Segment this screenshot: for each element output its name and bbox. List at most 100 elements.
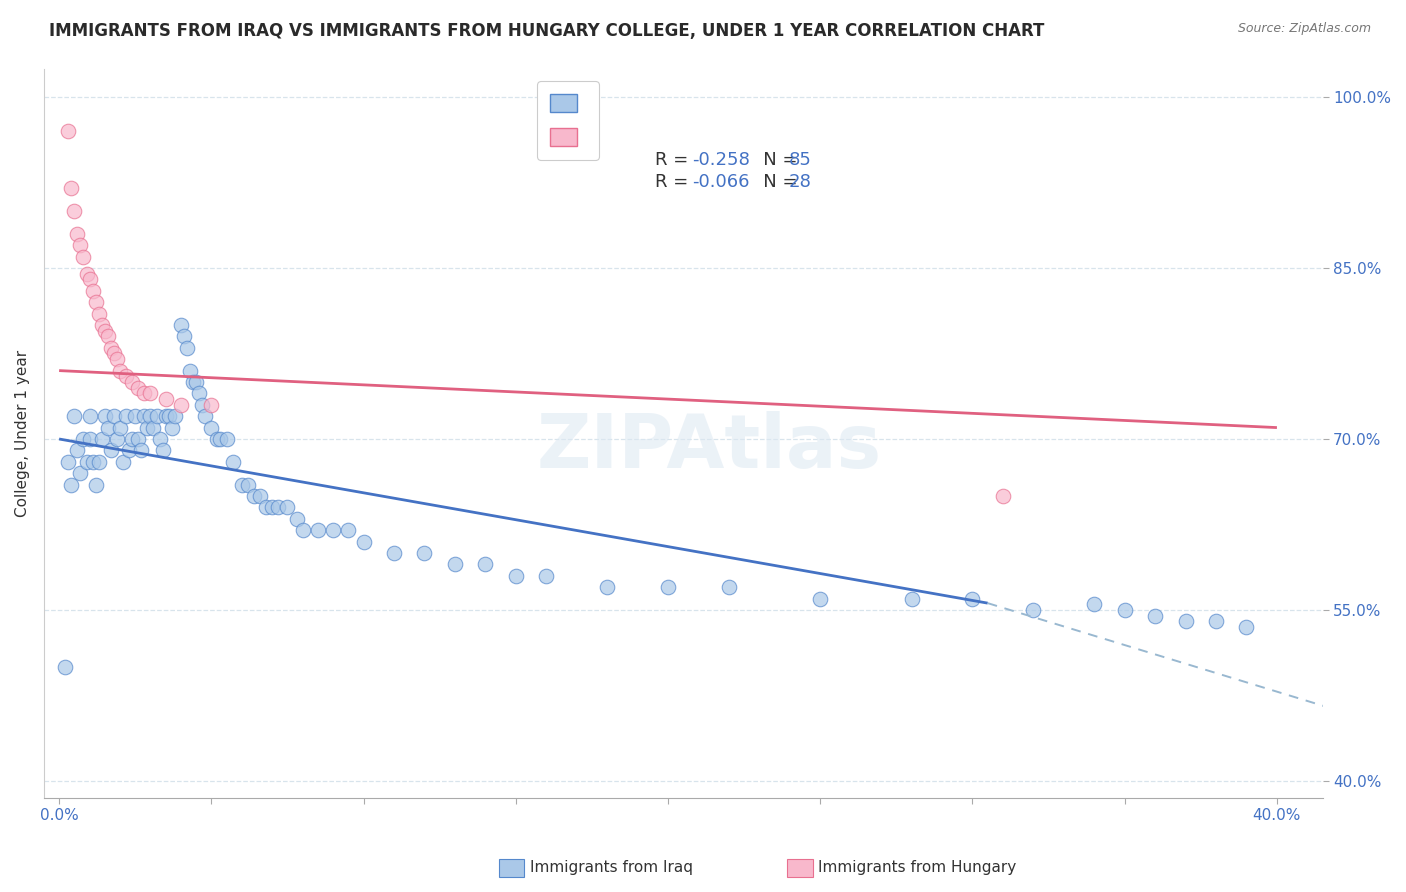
Point <box>79 409 101 424</box>
Point <box>72 250 94 264</box>
Point <box>127 432 149 446</box>
Point <box>254 500 277 515</box>
Point <box>353 534 375 549</box>
Point <box>148 432 170 446</box>
Text: R =: R = <box>655 151 695 169</box>
Point <box>808 591 831 606</box>
Point <box>536 568 558 582</box>
Point <box>94 324 117 338</box>
Point <box>236 477 259 491</box>
Point <box>1205 615 1227 629</box>
Point <box>60 181 83 195</box>
Point <box>58 124 80 138</box>
Point <box>170 318 193 332</box>
Point <box>152 443 174 458</box>
Point <box>127 381 149 395</box>
Text: -0.258: -0.258 <box>692 151 749 169</box>
Point <box>1236 620 1258 634</box>
Point <box>285 512 308 526</box>
Point <box>221 455 243 469</box>
Point <box>1144 608 1167 623</box>
Point <box>97 420 120 434</box>
Point <box>84 477 107 491</box>
Point <box>170 398 193 412</box>
Point <box>474 558 496 572</box>
Point <box>63 409 86 424</box>
Point <box>69 238 91 252</box>
Point <box>139 386 162 401</box>
Point <box>103 346 125 360</box>
Point <box>181 375 204 389</box>
Point <box>63 204 86 219</box>
Point <box>72 432 94 446</box>
Text: -0.066: -0.066 <box>692 173 749 191</box>
Point <box>596 580 619 594</box>
Point <box>90 432 112 446</box>
Point <box>79 272 101 286</box>
Point <box>200 398 222 412</box>
Point <box>84 295 107 310</box>
Point <box>1174 615 1197 629</box>
Point <box>66 443 89 458</box>
Point <box>82 455 104 469</box>
Point <box>191 398 214 412</box>
Point <box>82 284 104 298</box>
Point <box>307 523 329 537</box>
Point <box>121 375 143 389</box>
Point <box>105 352 128 367</box>
Point <box>413 546 436 560</box>
Point <box>60 477 83 491</box>
Point <box>155 409 177 424</box>
Point <box>97 329 120 343</box>
Point <box>173 329 195 343</box>
Point <box>267 500 290 515</box>
Point <box>382 546 405 560</box>
Point <box>131 443 153 458</box>
Text: 28: 28 <box>789 173 811 191</box>
Point <box>115 409 138 424</box>
Point <box>991 489 1014 503</box>
Text: Immigrants from Iraq: Immigrants from Iraq <box>530 861 693 875</box>
Point <box>231 477 253 491</box>
Point <box>1022 603 1045 617</box>
Point <box>322 523 344 537</box>
Point <box>134 386 156 401</box>
Point <box>249 489 271 503</box>
Point <box>155 392 177 406</box>
Point <box>145 409 167 424</box>
Point <box>444 558 467 572</box>
Point <box>262 500 284 515</box>
Point <box>215 432 238 446</box>
Point <box>900 591 922 606</box>
Point <box>118 443 141 458</box>
Text: R =: R = <box>655 173 695 191</box>
Point <box>87 455 110 469</box>
Point <box>157 409 180 424</box>
Point <box>188 386 211 401</box>
Point <box>87 307 110 321</box>
Point <box>1083 597 1105 611</box>
Point <box>207 432 229 446</box>
Point <box>79 432 101 446</box>
Text: Immigrants from Hungary: Immigrants from Hungary <box>818 861 1017 875</box>
Point <box>179 363 201 377</box>
Point <box>108 420 131 434</box>
Point <box>58 455 80 469</box>
Point <box>200 420 222 434</box>
Point <box>76 267 98 281</box>
Point <box>105 432 128 446</box>
Y-axis label: College, Under 1 year: College, Under 1 year <box>15 350 30 516</box>
Point <box>90 318 112 332</box>
Point <box>139 409 162 424</box>
Point <box>136 420 159 434</box>
Point <box>134 409 156 424</box>
Point <box>337 523 360 537</box>
Point <box>276 500 298 515</box>
Point <box>176 341 198 355</box>
Point <box>1114 603 1136 617</box>
Point <box>115 369 138 384</box>
Point <box>142 420 165 434</box>
Point <box>121 432 143 446</box>
Point <box>103 409 125 424</box>
Legend: , : , <box>537 81 599 160</box>
